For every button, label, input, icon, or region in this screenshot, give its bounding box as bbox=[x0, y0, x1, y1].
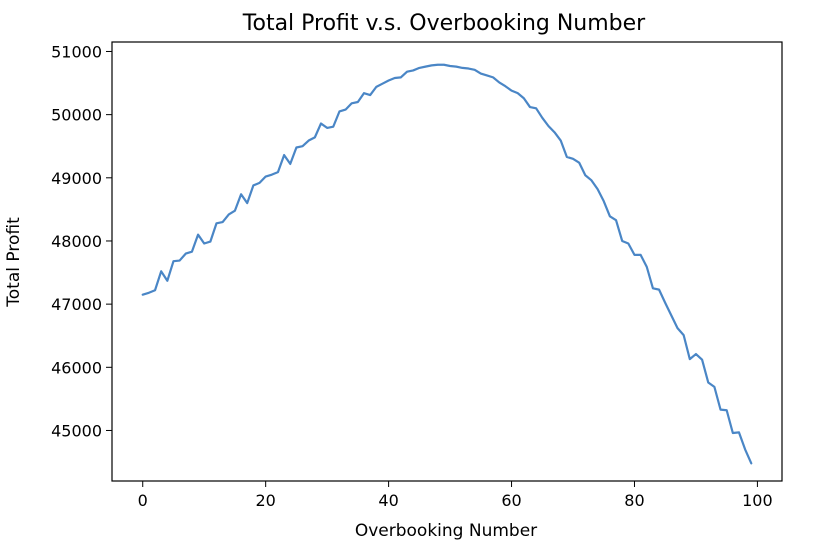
x-tick-label: 40 bbox=[378, 491, 398, 510]
y-axis-ticks: 45000 46000 47000 48000 49000 50000 51000 bbox=[51, 42, 112, 440]
x-tick-label: 80 bbox=[624, 491, 644, 510]
y-tick-label: 47000 bbox=[51, 295, 102, 314]
x-tick-label: 0 bbox=[138, 491, 148, 510]
y-axis-label: Total Profit bbox=[4, 217, 24, 308]
x-axis-ticks: 0 20 40 60 80 100 bbox=[138, 481, 773, 510]
x-tick-label: 100 bbox=[742, 491, 773, 510]
y-tick-label: 48000 bbox=[51, 232, 102, 251]
chart-title: Total Profit v.s. Overbooking Number bbox=[242, 11, 646, 36]
x-tick-label: 20 bbox=[255, 491, 275, 510]
x-tick-label: 60 bbox=[501, 491, 521, 510]
y-tick-label: 49000 bbox=[51, 169, 102, 188]
y-tick-label: 50000 bbox=[51, 106, 102, 125]
x-axis-label: Overbooking Number bbox=[355, 521, 537, 541]
y-tick-label: 46000 bbox=[51, 358, 102, 377]
plot-frame bbox=[111, 41, 783, 482]
y-tick-label: 51000 bbox=[51, 42, 102, 61]
series-line bbox=[141, 63, 753, 465]
y-tick-label: 45000 bbox=[51, 421, 102, 440]
